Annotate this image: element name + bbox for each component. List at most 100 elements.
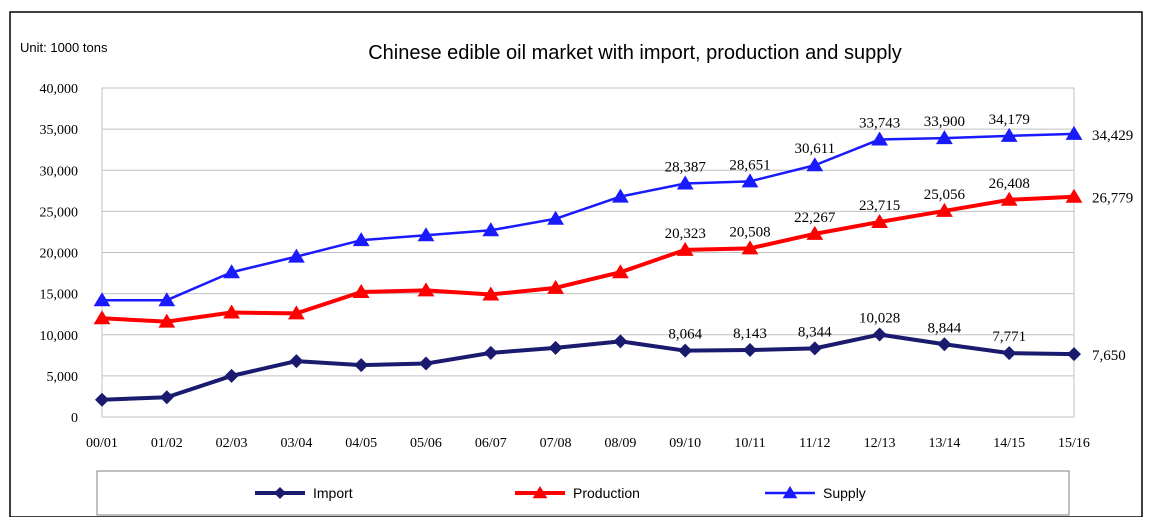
data-point-production [547, 279, 564, 294]
grid-lines [102, 128, 1074, 377]
unit-label: Unit: 1000 tons [20, 40, 108, 55]
legend-item-production: Production [515, 485, 640, 501]
data-label-supply: 30,611 [794, 141, 835, 157]
data-label-production: 20,508 [729, 224, 770, 240]
data-point-supply [1065, 125, 1083, 140]
x-tick-label: 15/16 [1058, 436, 1090, 451]
data-point-import [872, 327, 887, 342]
data-point-import [483, 345, 498, 360]
x-tick-label: 09/10 [669, 436, 701, 451]
data-point-import [548, 340, 563, 355]
data-point-import [159, 390, 174, 405]
legend-swatch-marker [782, 486, 798, 499]
x-tick-label: 01/02 [151, 436, 183, 451]
series-line-supply [102, 132, 1075, 302]
data-point-import [289, 354, 304, 369]
data-label-production: 25,056 [924, 187, 966, 203]
data-point-supply [288, 248, 305, 263]
legend-item-supply: Supply [765, 485, 866, 501]
data-label-import: 7,650 [1092, 348, 1126, 364]
data-point-production [288, 305, 305, 320]
data-label-import: 8,344 [798, 324, 832, 340]
data-label-supply: 34,179 [989, 112, 1030, 128]
data-point-import [807, 341, 822, 356]
legend: Import Production Supply [255, 485, 866, 501]
x-tick-label: 10/11 [734, 436, 765, 451]
data-point-production [676, 241, 694, 256]
data-point-import [613, 334, 628, 349]
data-point-production [1065, 188, 1083, 203]
legend-label: Production [573, 485, 640, 501]
data-label-production: 26,779 [1092, 191, 1133, 207]
legend-item-import: Import [255, 485, 353, 501]
y-tick-label: 35,000 [40, 123, 79, 138]
data-point-import [937, 337, 952, 352]
data-point-supply [676, 175, 694, 190]
legend-swatch-marker [532, 486, 548, 499]
data-point-production [1000, 191, 1018, 206]
data-point-production [417, 282, 435, 297]
series-line-import [101, 332, 1075, 402]
data-label-import: 8,143 [733, 326, 767, 342]
data-label-production: 23,715 [859, 198, 900, 214]
data-point-import [95, 392, 109, 407]
data-point-supply [871, 131, 888, 146]
data-label-supply: 33,743 [859, 115, 900, 131]
x-tick-label: 07/08 [540, 436, 572, 451]
data-point-production [936, 202, 953, 217]
data-point-supply [1000, 127, 1018, 142]
data-point-supply [93, 292, 111, 307]
data-point-production [482, 286, 500, 301]
data-point-production [352, 283, 370, 298]
x-tick-label: 08/09 [604, 436, 636, 451]
data-point-supply [936, 130, 953, 145]
y-tick-label: 40,000 [40, 82, 79, 97]
data-label-production: 26,408 [989, 176, 1030, 192]
series-import [95, 327, 1081, 407]
x-tick-label: 02/03 [216, 436, 248, 451]
data-point-supply [352, 232, 370, 247]
y-tick-label: 15,000 [40, 288, 79, 303]
x-tick-label: 14/15 [993, 436, 1025, 451]
data-point-import [1067, 347, 1081, 362]
data-point-production [806, 225, 824, 240]
data-label-production: 20,323 [665, 226, 706, 242]
x-tick-label: 11/12 [799, 436, 830, 451]
data-point-import [419, 356, 433, 371]
y-axis-ticks: 0 5,000 10,000 15,000 20,000 25,000 30,000 35,0… [40, 82, 79, 426]
x-tick-label: 00/01 [86, 436, 118, 451]
legend-label: Import [313, 485, 353, 501]
y-tick-label: 20,000 [40, 247, 79, 262]
y-tick-label: 30,000 [40, 164, 79, 179]
x-tick-label: 06/07 [475, 436, 507, 451]
data-point-supply [223, 264, 240, 279]
series-layer [93, 125, 1083, 407]
data-point-supply [482, 222, 500, 237]
y-tick-label: 25,000 [40, 205, 79, 220]
data-point-import [354, 358, 369, 373]
data-label-import: 10,028 [859, 311, 900, 327]
data-point-import [224, 368, 239, 383]
data-label-supply: 33,900 [924, 114, 965, 130]
data-label-import: 8,844 [928, 320, 962, 336]
y-tick-label: 0 [71, 411, 78, 426]
x-tick-label: 12/13 [864, 436, 896, 451]
x-tick-label: 04/05 [345, 436, 377, 451]
x-tick-label: 05/06 [410, 436, 442, 451]
data-point-production [223, 304, 240, 319]
data-point-import [743, 343, 757, 358]
y-tick-label: 5,000 [47, 370, 79, 385]
data-label-supply: 28,651 [729, 157, 770, 173]
data-labels: 8,064 8,143 8,344 10,028 8,844 7,771 7,650 20,3… [665, 112, 1134, 364]
chart-title: Chinese edible oil market with import, p… [368, 42, 902, 64]
series-line-production [101, 194, 1075, 324]
x-tick-label: 13/14 [928, 436, 960, 451]
series-supply [93, 125, 1083, 307]
data-point-production [871, 213, 888, 228]
data-label-supply: 28,387 [665, 160, 707, 176]
data-point-supply [158, 292, 176, 307]
data-point-production [158, 313, 176, 328]
x-axis-ticks: 00/01 01/02 02/03 03/04 04/05 05/06 06/07 07/08… [86, 436, 1090, 451]
